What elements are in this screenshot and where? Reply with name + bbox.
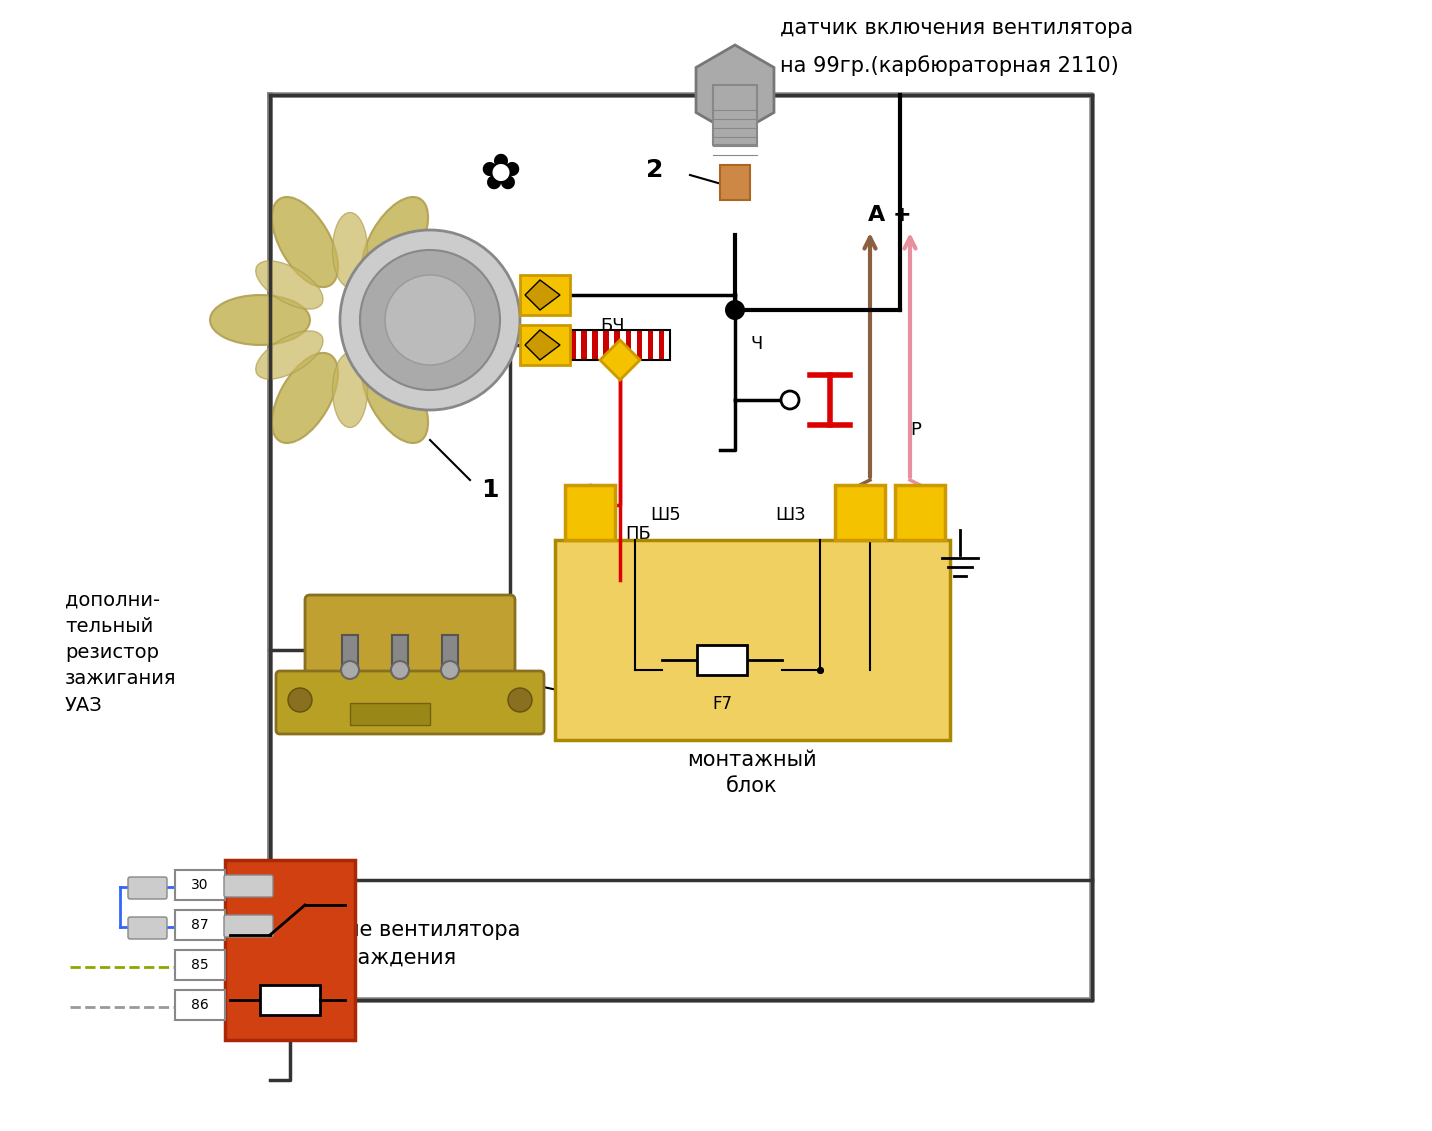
Text: 5: 5	[853, 506, 866, 525]
Circle shape	[780, 391, 799, 409]
FancyBboxPatch shape	[305, 595, 516, 685]
Ellipse shape	[256, 261, 324, 309]
Text: 1: 1	[481, 478, 498, 502]
Bar	[520, 275, 570, 316]
Bar	[713, 85, 758, 145]
Bar	[659, 330, 664, 360]
FancyBboxPatch shape	[223, 875, 274, 897]
Polygon shape	[600, 340, 640, 380]
Bar	[175, 910, 225, 940]
Circle shape	[339, 230, 520, 411]
Bar	[632, 330, 637, 360]
Bar	[597, 330, 603, 360]
Bar	[342, 634, 358, 670]
Bar	[175, 990, 225, 1020]
Circle shape	[725, 300, 745, 320]
Bar	[603, 330, 609, 360]
FancyBboxPatch shape	[127, 877, 168, 899]
Polygon shape	[526, 330, 560, 360]
Ellipse shape	[332, 353, 368, 428]
Bar	[587, 330, 593, 360]
Circle shape	[441, 661, 460, 679]
Circle shape	[341, 661, 359, 679]
Bar	[620, 330, 626, 360]
Text: Ш5: Ш5	[650, 506, 680, 524]
Bar	[175, 870, 225, 900]
FancyBboxPatch shape	[127, 917, 168, 939]
Ellipse shape	[256, 331, 324, 379]
Bar	[570, 330, 670, 360]
Bar	[556, 539, 949, 740]
Text: ✿: ✿	[480, 152, 521, 199]
Bar	[570, 330, 576, 360]
Text: дополни-
тельный
резистор
зажигания
УАЗ: дополни- тельный резистор зажигания УАЗ	[64, 590, 176, 715]
Ellipse shape	[332, 213, 368, 287]
Ellipse shape	[272, 353, 338, 443]
Text: 85: 85	[192, 958, 209, 972]
Bar	[697, 645, 748, 675]
Text: Ш3: Ш3	[775, 506, 806, 524]
Polygon shape	[526, 280, 560, 310]
FancyBboxPatch shape	[223, 915, 274, 936]
Circle shape	[359, 250, 500, 390]
Circle shape	[391, 661, 410, 679]
Ellipse shape	[362, 353, 428, 443]
Bar	[637, 330, 642, 360]
Ellipse shape	[211, 295, 309, 345]
Text: 4: 4	[914, 506, 927, 525]
Bar	[349, 703, 430, 725]
Text: 30: 30	[192, 878, 209, 892]
Bar	[609, 330, 614, 360]
Bar	[835, 485, 885, 539]
Circle shape	[508, 688, 533, 713]
Text: реле вентилятора
охлаждения: реле вентилятора охлаждения	[319, 920, 520, 968]
Circle shape	[385, 275, 475, 365]
Ellipse shape	[272, 197, 338, 287]
Text: А +: А +	[868, 205, 912, 225]
Bar	[664, 330, 670, 360]
Text: датчик включения вентилятора: датчик включения вентилятора	[780, 18, 1133, 38]
Text: монтажный
блок: монтажный блок	[687, 750, 816, 796]
Bar	[647, 330, 653, 360]
Text: Р: Р	[909, 421, 921, 439]
Bar	[653, 330, 659, 360]
Bar	[392, 634, 408, 670]
Circle shape	[288, 688, 312, 713]
FancyBboxPatch shape	[276, 671, 544, 734]
Bar	[175, 950, 225, 979]
Bar	[520, 325, 570, 365]
Text: 86: 86	[190, 998, 209, 1012]
Text: Ч: Ч	[750, 335, 762, 353]
Text: БЧ: БЧ	[600, 317, 624, 335]
Polygon shape	[696, 45, 773, 135]
Text: F7: F7	[712, 696, 732, 713]
Circle shape	[727, 302, 743, 318]
Bar	[442, 634, 458, 670]
Text: 3: 3	[481, 668, 498, 692]
Bar	[642, 330, 647, 360]
Bar	[626, 330, 632, 360]
Text: на 99гр.(карбюраторная 2110): на 99гр.(карбюраторная 2110)	[780, 55, 1118, 76]
Bar	[581, 330, 587, 360]
Bar	[225, 860, 355, 1041]
Bar	[576, 330, 581, 360]
Text: 2: 2	[646, 158, 663, 182]
Text: К: К	[863, 490, 876, 508]
Text: ПБ: ПБ	[624, 525, 650, 543]
Bar	[261, 985, 319, 1015]
Ellipse shape	[362, 197, 428, 287]
Bar	[593, 330, 597, 360]
Text: 6: 6	[583, 506, 597, 525]
Ellipse shape	[390, 295, 490, 345]
Bar	[566, 485, 614, 539]
Bar	[614, 330, 620, 360]
Bar	[895, 485, 945, 539]
Ellipse shape	[377, 331, 444, 379]
Text: 87: 87	[192, 918, 209, 932]
Bar	[720, 165, 750, 200]
Ellipse shape	[377, 261, 444, 309]
